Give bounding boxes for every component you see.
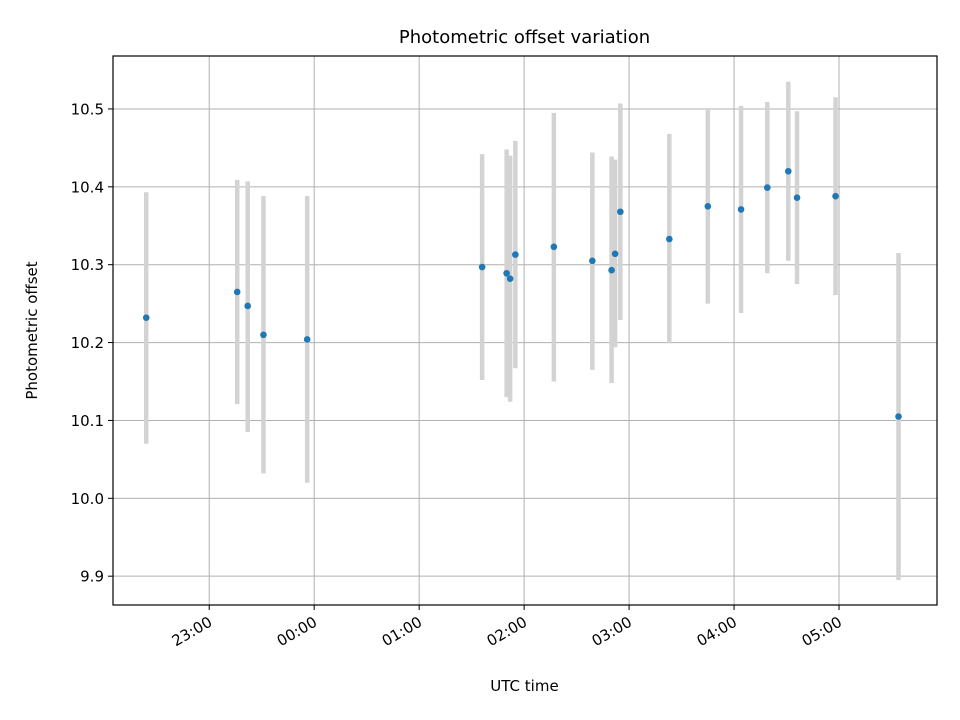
data-point <box>260 331 267 339</box>
data-point <box>478 263 486 271</box>
y-tick-label: 10.5 <box>71 100 104 118</box>
data-point <box>142 314 150 321</box>
data-point <box>608 266 615 274</box>
y-axis: 9.9 10.0 10.1 10.2 10.3 10.4 10.5 <box>71 100 113 586</box>
data-points <box>142 167 902 420</box>
y-tick-label: 10.2 <box>71 334 104 352</box>
grid <box>113 56 937 605</box>
y-tick-label: 10.0 <box>71 490 104 508</box>
data-point <box>793 194 801 202</box>
y-tick-label: 10.3 <box>71 256 104 274</box>
data-point <box>617 208 624 216</box>
data-point <box>512 251 519 258</box>
data-point <box>303 336 311 343</box>
data-point <box>764 184 771 191</box>
data-point <box>704 202 712 210</box>
y-tick-label: 9.9 <box>80 568 104 586</box>
data-point <box>666 235 673 243</box>
data-point <box>244 302 252 310</box>
data-point <box>233 288 241 296</box>
y-tick-label: 10.4 <box>71 178 104 196</box>
x-axis-label: UTC time <box>490 677 558 695</box>
data-point <box>611 250 619 258</box>
data-point <box>550 243 558 251</box>
y-tick-label: 10.1 <box>71 412 104 430</box>
data-point <box>589 257 596 265</box>
chart-title: Photometric offset variation <box>399 27 650 48</box>
data-point <box>737 206 745 213</box>
data-point <box>832 192 839 200</box>
y-axis-label: Photometric offset <box>23 261 41 399</box>
plot-frame <box>112 55 938 606</box>
data-point <box>784 167 792 175</box>
data-point <box>895 413 902 420</box>
data-point <box>506 275 514 283</box>
data-point <box>503 269 510 277</box>
